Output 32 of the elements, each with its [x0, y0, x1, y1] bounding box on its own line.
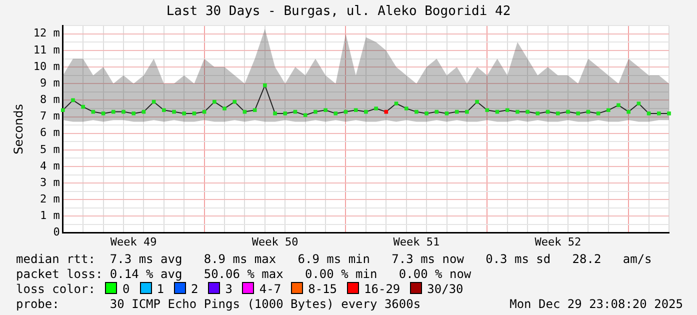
text: 3 [225, 282, 232, 296]
text: 1 [156, 282, 164, 296]
y-tick-label: 9 m [40, 76, 60, 90]
text: 16-29 [364, 282, 400, 296]
text: 4-7 [259, 282, 282, 296]
x-tick-label: Week 49 [110, 235, 157, 248]
text: 30/30 [427, 282, 464, 296]
text: packet loss: 0.14 % avg 50.06 % max 0.00 % min 0.00 % now [16, 267, 472, 282]
y-tick-label: 3 m [40, 176, 60, 189]
chart-title: Last 30 Days - Burgas, ul. Aleko Bogoridi 42 [166, 4, 511, 20]
text: loss color: [16, 282, 96, 296]
y-tick-label: 11 m [33, 43, 60, 56]
y-tick-label: 4 m [40, 159, 60, 172]
y-tick-label: 5 m [40, 142, 60, 156]
text: 2 [190, 282, 198, 296]
y-tick-label: 6 m [40, 126, 60, 140]
y-axis-title: Seconds [11, 104, 26, 154]
y-tick-label: 2 m [40, 192, 60, 206]
x-tick-label: Week 52 [534, 235, 582, 248]
text: 0 [122, 282, 130, 296]
y-tick-label: 0 [53, 226, 60, 239]
x-tick-label: Week 51 [393, 235, 440, 248]
text: probe: 30 ICMP Echo Pings (1000 Bytes) every 3600s [16, 297, 422, 312]
text: median rtt: 7.3 ms avg 8.9 ms max 6.9 ms min 7.3 ms now 0.3 ms sd 28.2 am/s [16, 252, 653, 267]
text: 8-15 [308, 282, 338, 296]
y-tick-label: 1 m [40, 209, 60, 222]
y-tick-label: 10 m [33, 60, 60, 73]
x-tick-label: Week 50 [252, 235, 298, 248]
y-tick-label: 7 m [40, 110, 60, 123]
y-tick-label: 8 m [40, 93, 60, 106]
text: Mon Dec 29 23:08:20 2025 [510, 297, 684, 312]
y-tick-label: 12 m [33, 26, 60, 40]
